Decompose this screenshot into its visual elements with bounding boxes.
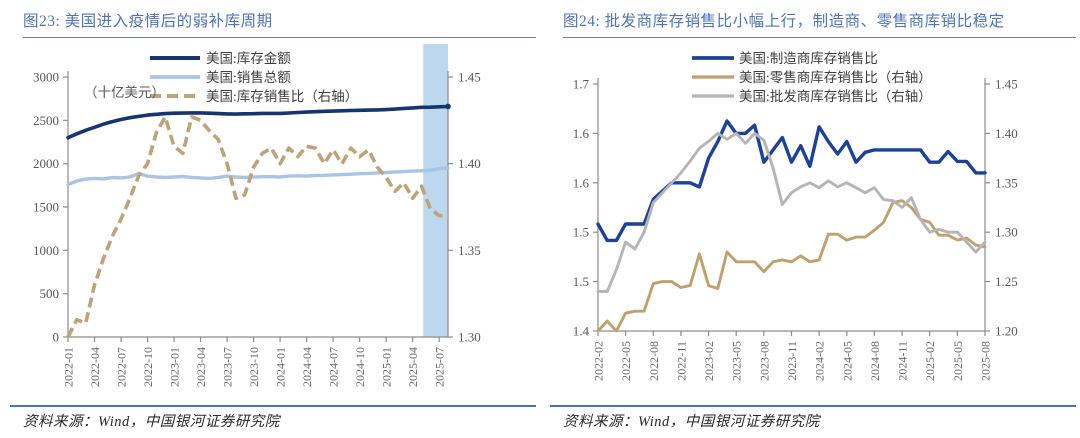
- figure23-title-rule: [23, 37, 536, 38]
- left-axis-label: 1.6: [573, 126, 590, 141]
- x-axis-label: 2022-05: [619, 341, 633, 381]
- x-axis-tick-labels: 2022-01 2022-04 2022-07 2022-10 2023-01 2023-…: [62, 347, 447, 387]
- figure23-chart: 3000 2500 2000 1500 1000 500 0 1.45 1.40 1.35 1.30…: [33, 44, 481, 387]
- left-axis-label: 2000: [33, 156, 59, 171]
- left-axis-label: 500: [40, 286, 60, 301]
- axes: [63, 71, 453, 342]
- right-axis-label: 1.40: [458, 156, 481, 171]
- left-axis-label: 0: [53, 330, 60, 345]
- right-axis-label: 1.30: [458, 330, 481, 345]
- legend-item-sales: 美国:销售总额: [150, 70, 291, 85]
- x-axis-label: 2022-07: [115, 347, 129, 387]
- x-axis-label: 2023-02: [702, 341, 716, 381]
- x-axis-label: 2023-01: [168, 347, 182, 387]
- x-axis-label: 2025-01: [380, 347, 394, 387]
- left-axis-tick-labels: 1.7 1.6 1.6 1.5 1.5 1.4: [573, 77, 590, 339]
- figure23-title: 图23: 美国进入疫情后的弱补库周期: [23, 13, 273, 30]
- x-axis-label: 2022-02: [592, 341, 606, 381]
- x-axis-label: 2022-11: [674, 341, 688, 381]
- line-inventory_sales_ratio: [66, 115, 448, 338]
- x-axis-tick-labels: 2022-02 2022-05 2022-08 2022-11 2023-02 2023-…: [592, 341, 993, 381]
- legend-label-manufacturer_ratio: 美国:制造商库存销售比: [739, 51, 878, 66]
- legend-item-inventory: 美国:库存金额: [150, 51, 291, 66]
- x-axis-label: 2023-08: [757, 341, 771, 381]
- left-axis-label: 1.5: [573, 225, 589, 240]
- axes: [593, 78, 990, 336]
- legend-label-inventory_sales_ratio: 美国:库存销售比（右轴）: [206, 89, 358, 104]
- right-axis-label: 1.20: [995, 324, 1018, 339]
- legend-item-wholesaler_ratio: 美国:批发商库存销售比（右轴）: [692, 89, 932, 104]
- figure24-source: 资料来源：Wind，中国银河证券研究院: [563, 414, 820, 430]
- x-axis-label: 2024-11: [896, 341, 910, 381]
- right-axis-label: 1.40: [995, 126, 1018, 141]
- line-inventory-end-marker: [445, 103, 451, 110]
- legend-label-retailer_ratio: 美国:零售商库存销售比（右轴）: [739, 70, 932, 85]
- x-axis-label: 2025-04: [406, 347, 420, 387]
- x-axis-label: 2024-08: [868, 341, 882, 381]
- figure24-source-rule: [550, 405, 1076, 407]
- x-axis-label: 2024-02: [813, 341, 827, 381]
- x-axis-label: 2023-07: [221, 347, 235, 387]
- x-axis-label: 2025-02: [923, 341, 937, 381]
- x-axis-label: 2023-10: [247, 347, 261, 387]
- left-axis-tick-labels: 3000 2500 2000 1500 1000 500 0: [33, 70, 59, 345]
- x-axis-label: 2023-05: [730, 341, 744, 381]
- right-axis-label: 1.35: [458, 243, 481, 258]
- unit-label: （十亿美元）: [84, 85, 165, 100]
- figure23-source-rule: [10, 405, 536, 407]
- left-axis-label: 1500: [33, 200, 59, 215]
- x-axis-label: 2024-04: [300, 347, 314, 387]
- line-wholesaler_ratio: [596, 131, 987, 293]
- x-axis-label: 2025-08: [979, 341, 993, 381]
- figure24-title: 图24: 批发商库存销售比小幅上行，制造商、零售商库销比稳定: [563, 13, 1005, 30]
- legend-item-manufacturer_ratio: 美国:制造商库存销售比: [692, 51, 878, 66]
- left-axis-label: 2500: [33, 113, 59, 128]
- left-axis-label: 1.7: [573, 77, 590, 92]
- figure23-source: 资料来源：Wind，中国银河证券研究院: [23, 414, 280, 430]
- left-axis-label: 1.5: [573, 274, 589, 289]
- left-axis-label: 3000: [33, 70, 59, 85]
- right-axis-label: 1.35: [995, 175, 1018, 190]
- legend-label-inventory: 美国:库存金额: [206, 51, 291, 66]
- x-axis-label: 2024-01: [274, 347, 288, 387]
- x-axis-label: 2024-05: [840, 341, 854, 381]
- x-axis-label: 2022-04: [88, 347, 102, 387]
- highlight-band-recent-period: [423, 44, 448, 337]
- figure24-panel: 图24: 批发商库存销售比小幅上行，制造商、零售商库销比稳定 1.7 1.6 1.6…: [540, 0, 1080, 438]
- x-axis-label: 2025-05: [951, 341, 965, 381]
- x-axis-label: 2022-10: [141, 347, 155, 387]
- figure24-title-rule: [563, 37, 1076, 38]
- x-axis-label: 2023-04: [194, 347, 208, 387]
- figure24-chart: 1.71.61.61.51.51.41.451.401.351.301.251.…: [573, 51, 1018, 381]
- legend-label-wholesaler_ratio: 美国:批发商库存销售比（右轴）: [739, 89, 932, 104]
- legend-item-retailer_ratio: 美国:零售商库存销售比（右轴）: [692, 70, 932, 85]
- line-inventory: [66, 104, 450, 140]
- right-axis-tick-labels: 1.45 1.40 1.35 1.30 1.25 1.20: [995, 77, 1018, 339]
- legend-label-sales: 美国:销售总额: [206, 70, 291, 85]
- right-axis-tick-labels: 1.45 1.40 1.35 1.30: [458, 70, 481, 345]
- right-axis-label: 1.45: [995, 77, 1018, 92]
- left-axis-label: 1.4: [573, 324, 590, 339]
- legend-item-inventory_sales_ratio: 美国:库存销售比（右轴）: [150, 89, 358, 104]
- right-axis-label: 1.45: [458, 70, 481, 85]
- x-axis-label: 2022-01: [62, 347, 76, 387]
- x-axis-label: 2024-07: [327, 347, 341, 387]
- line-sales: [66, 166, 450, 187]
- left-axis-label: 1000: [33, 243, 59, 258]
- line-retailer_ratio: [596, 199, 987, 333]
- figure23-panel: 图23: 美国进入疫情后的弱补库周期 3000 2500 2000 1500 1000 5…: [10, 13, 536, 430]
- x-axis-label: 2024-10: [353, 347, 367, 387]
- x-axis-label: 2025-07: [433, 347, 447, 387]
- right-axis-label: 1.30: [995, 225, 1018, 240]
- x-axis-label: 2023-11: [785, 341, 799, 381]
- right-axis-label: 1.25: [995, 274, 1018, 289]
- x-axis-label: 2022-08: [647, 341, 661, 381]
- left-axis-label: 1.6: [573, 175, 590, 190]
